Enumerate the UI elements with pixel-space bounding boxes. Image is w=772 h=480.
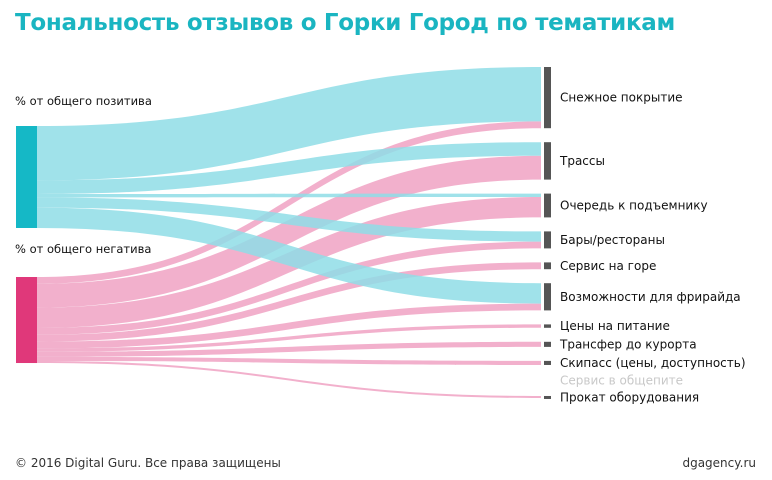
flow-negative-8 — [37, 356, 541, 365]
target-label-5: Возможности для фрирайда — [560, 290, 741, 304]
flow-negative-5 — [37, 303, 541, 349]
target-node-5 — [544, 283, 551, 311]
target-node-0 — [544, 67, 551, 129]
flow-positive-0 — [37, 67, 541, 181]
target-node-4 — [544, 262, 551, 270]
target-node-3 — [544, 231, 551, 249]
flow-positive-5 — [37, 207, 541, 304]
target-label-10: Прокат оборудования — [560, 390, 699, 404]
source-label-positive: % от общего позитива — [15, 94, 152, 108]
target-node-8 — [544, 360, 551, 365]
flow-positive-3 — [37, 197, 541, 242]
target-node-1 — [544, 142, 551, 180]
source-label-negative: % от общего негатива — [15, 242, 152, 256]
target-node-6 — [544, 324, 551, 328]
flow-negative-0 — [37, 121, 541, 284]
sankey-diagram: Снежное покрытие Трассы Очередь к подъемни… — [16, 67, 746, 405]
target-node-10 — [544, 395, 551, 399]
flow-negative-6 — [37, 324, 541, 352]
flow-positive-1 — [37, 142, 541, 194]
source-node-negative — [16, 277, 37, 364]
target-label-4: Сервис на горе — [560, 259, 656, 273]
target-label-7: Трансфер до курорта — [559, 337, 697, 351]
target-label-2: Очередь к подъемнику — [560, 199, 708, 213]
target-label-3: Бары/рестораны — [560, 233, 665, 247]
target-labels: Снежное покрытие Трассы Очередь к подъемни… — [559, 91, 746, 405]
target-label-0: Снежное покрытие — [560, 91, 683, 105]
source-node-positive — [16, 126, 37, 228]
target-label-9: Сервис в общепите — [560, 373, 683, 387]
positive-flows — [37, 67, 541, 304]
target-node-2 — [544, 193, 551, 218]
flow-negative-7 — [37, 341, 541, 357]
flow-negative-1 — [37, 155, 541, 308]
target-label-1: Трассы — [559, 154, 605, 168]
nodes — [16, 67, 551, 399]
target-node-7 — [544, 341, 551, 347]
flow-positive-2 — [37, 193, 541, 198]
flow-negative-4 — [37, 262, 541, 342]
flow-negative-10 — [37, 360, 541, 399]
flow-negative-3 — [37, 241, 541, 335]
copyright-text: © 2016 Digital Guru. Все права защищены — [15, 456, 281, 470]
target-label-8: Скипасс (цены, доступность) — [560, 356, 746, 370]
page-title: Тональность отзывов о Горки Город по тем… — [15, 10, 676, 36]
target-label-6: Цены на питание — [560, 319, 670, 333]
site-link[interactable]: dgagency.ru — [682, 456, 756, 470]
